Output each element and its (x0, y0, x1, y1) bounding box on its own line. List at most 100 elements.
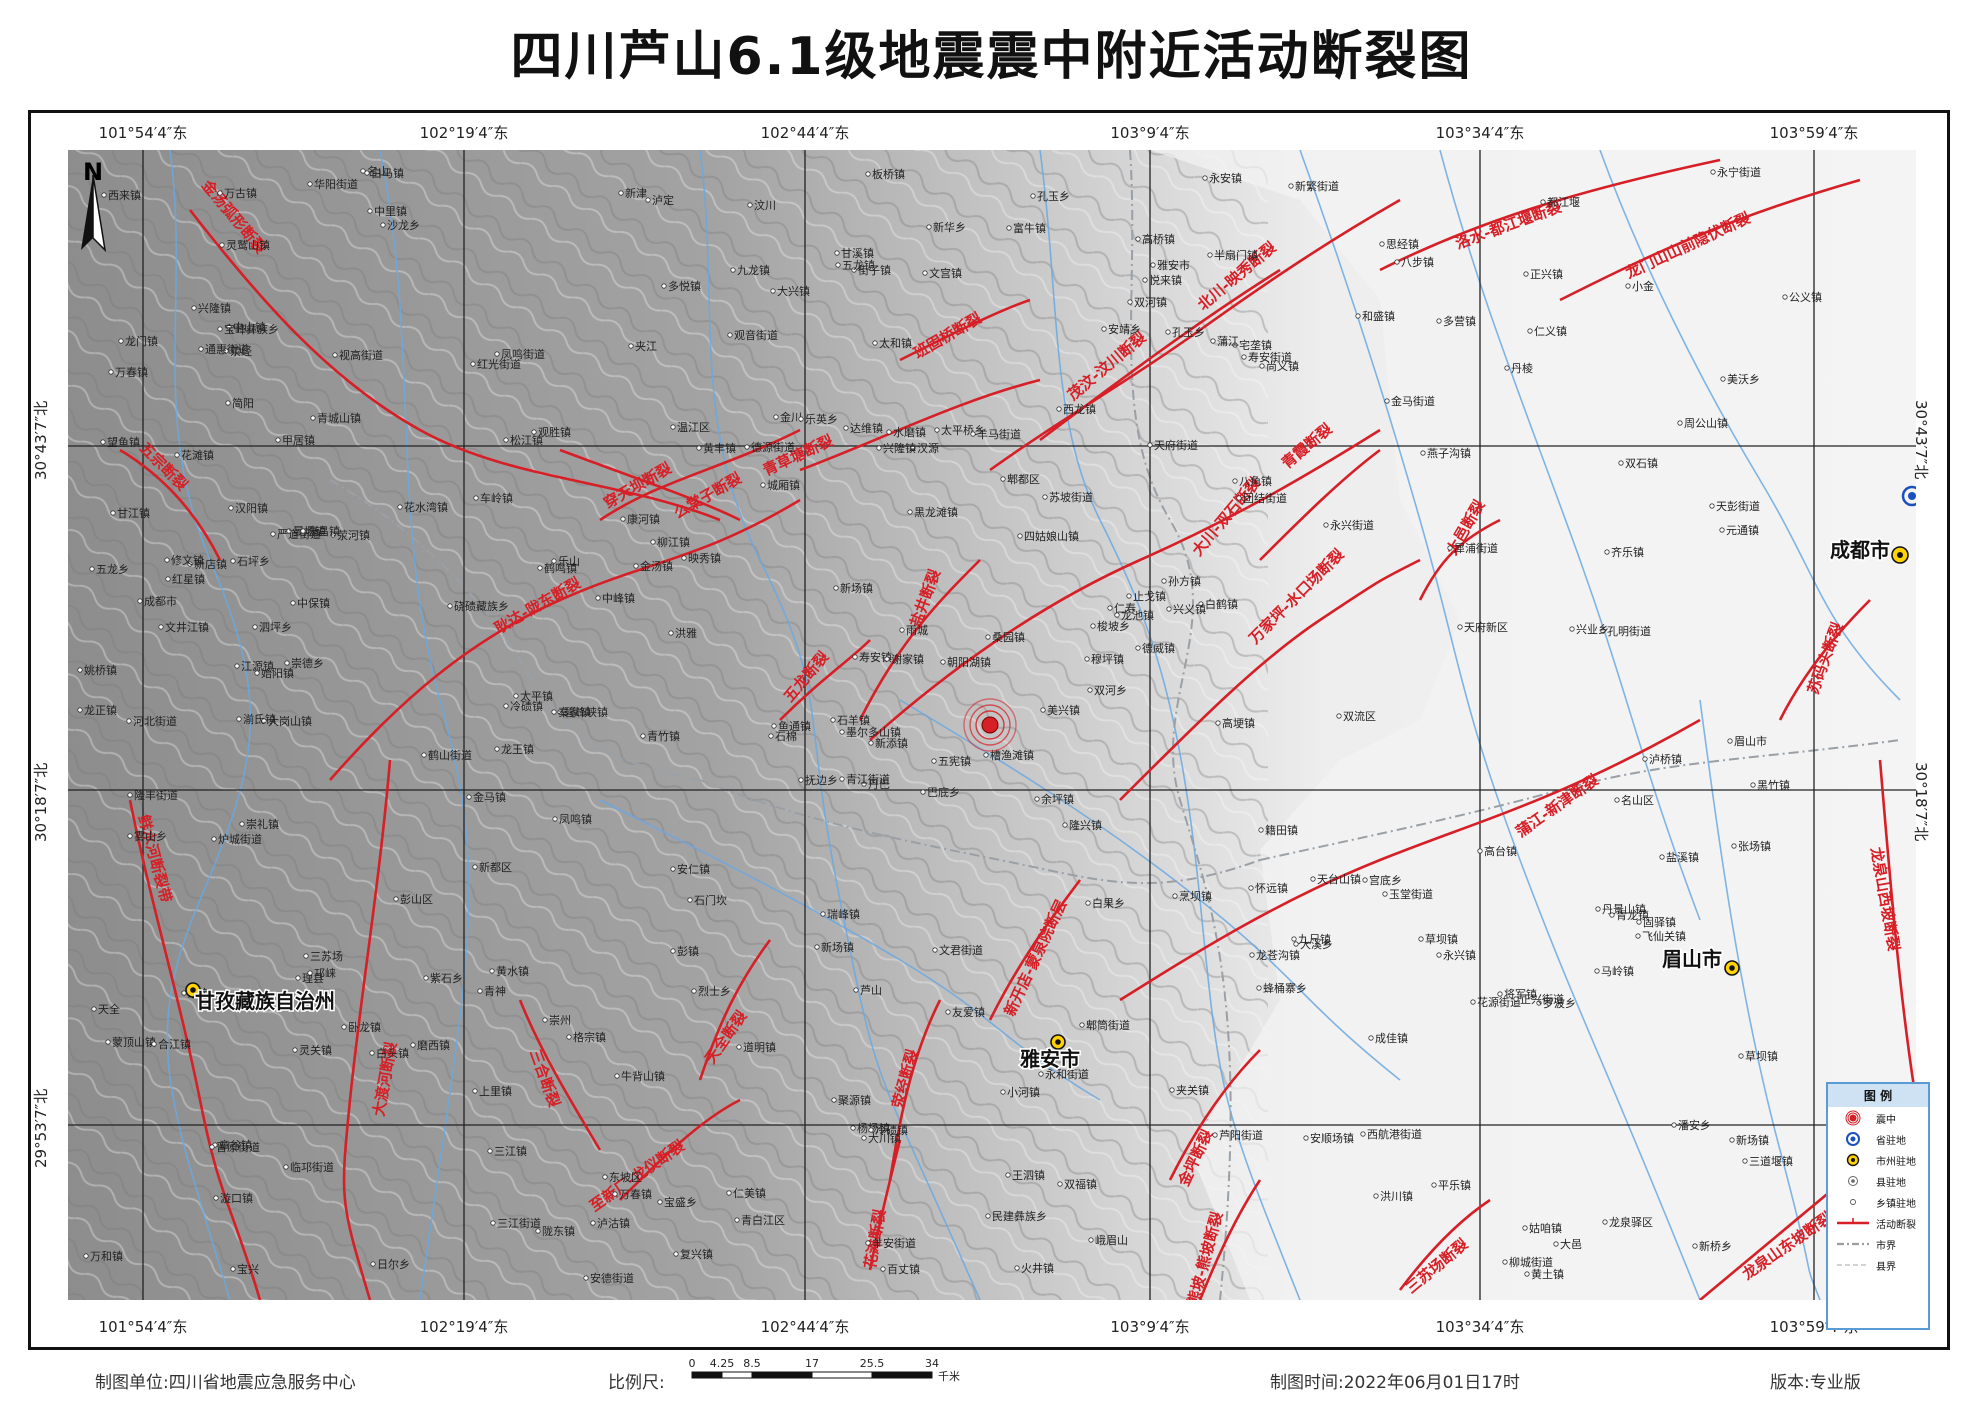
town-label: 甘溪镇 (841, 246, 874, 260)
city-boundary-icon (1837, 1242, 1869, 1246)
town-dot (1241, 354, 1247, 360)
town-dot (1382, 891, 1388, 897)
town-label: 抚边乡 (805, 773, 838, 787)
legend-label: 市界 (1876, 1241, 1896, 1252)
town-dot (137, 598, 143, 604)
town-label: 小金 (1632, 279, 1654, 293)
town-dot (1165, 329, 1171, 335)
provincial-capital-core (1908, 492, 1916, 500)
lon-label-bottom-2: 102°19′4″东 (419, 1318, 509, 1336)
town-label: 西龙镇 (1063, 402, 1096, 416)
town-label: 五龙乡 (96, 563, 129, 576)
fault-line (1559, 178, 1861, 302)
river-line (599, 799, 1101, 1101)
town-label: 双河乡 (1094, 684, 1127, 697)
town-label: 九龙镇 (737, 263, 770, 277)
town-label: 红星镇 (172, 572, 205, 586)
prefecture-icon (1846, 1153, 1860, 1167)
lon-label-top-4: 103°9′4″东 (1110, 124, 1190, 142)
town-dot (91, 1006, 97, 1012)
town-label: 孔玉乡 (1037, 190, 1070, 203)
town-dot (851, 267, 857, 273)
town-dot (234, 663, 240, 669)
town-dot (727, 332, 733, 338)
town-label: 永和街道 (1045, 1067, 1089, 1081)
town-dot (1373, 1193, 1379, 1199)
town-dot (1738, 1053, 1744, 1059)
town-label: 视高街道 (339, 348, 383, 362)
lat-label-right-1: 30°43′7″北 (1912, 400, 1930, 480)
town-label: 永安镇 (1209, 171, 1242, 185)
town-dot (931, 758, 937, 764)
lon-label-bottom-5: 103°34′4″东 (1435, 1318, 1525, 1336)
town-label: 文君街道 (939, 943, 983, 957)
town-label: 城厢镇 (767, 478, 800, 492)
town-label: 郫都区 (1007, 472, 1040, 486)
town-dot (814, 944, 820, 950)
town-label: 白果乡 (1092, 896, 1125, 910)
town-dot (275, 437, 281, 443)
town-label: 安德街道 (590, 1271, 634, 1285)
town-dot (1750, 782, 1756, 788)
town-dot (1600, 628, 1606, 634)
town-label: 鱼通镇 (778, 719, 811, 733)
town-dot (252, 624, 258, 630)
town-dot (1005, 1172, 1011, 1178)
town-dot (108, 369, 114, 375)
town-dot (219, 242, 225, 248)
town-dot (1232, 478, 1238, 484)
town-dot (1659, 854, 1665, 860)
town-dot (940, 659, 946, 665)
city-label: 甘孜藏族自治州 (195, 989, 335, 1013)
lat-label-right-2: 30°18′7″北 (1912, 762, 1930, 842)
provincial-capital-icon (1901, 485, 1916, 507)
town-dot (1249, 952, 1255, 958)
town-dot (393, 896, 399, 902)
town-dot (1379, 241, 1385, 247)
town-dot (760, 482, 766, 488)
town-label: 河北街道 (133, 714, 177, 728)
epicenter-icon[interactable] (981, 716, 999, 734)
town-dot (734, 1217, 740, 1223)
town-label: 盐溪镇 (1666, 850, 1699, 864)
town-dot (1107, 605, 1113, 611)
town-label: 通惠街道 (205, 342, 249, 356)
town-dot (105, 1039, 111, 1045)
town-label: 美兴镇 (1047, 703, 1080, 717)
town-dot (503, 437, 509, 443)
town-label: 唐昌镇 (307, 524, 340, 538)
town-dot (770, 288, 776, 294)
town-dot (970, 431, 976, 437)
town-label: 新场镇 (1736, 1133, 1769, 1147)
town-label: 龙正镇 (84, 703, 117, 717)
town-label: 达维镇 (850, 421, 883, 435)
town-label: 三苏场 (310, 949, 343, 963)
town-dot (1497, 991, 1503, 997)
town-label: 巴底乡 (927, 785, 960, 799)
town-label: 草坝镇 (1745, 1049, 1778, 1063)
town-dot (673, 1251, 679, 1257)
town-label: 映秀镇 (688, 551, 721, 565)
town-dot (1150, 262, 1156, 268)
town-label: 水磨镇 (893, 425, 926, 439)
town-label: 始阳镇 (261, 666, 294, 680)
town-dot (1513, 996, 1519, 1002)
town-dot (876, 445, 882, 451)
town-label: 黄水镇 (496, 964, 529, 978)
town-dot (612, 1191, 618, 1197)
city-label: 成都市 (1830, 538, 1890, 562)
town-dot (284, 660, 290, 666)
epicenter-marker[interactable] (963, 698, 1017, 752)
lon-label-bottom-3: 102°44′4″东 (760, 1318, 850, 1336)
town-dot (1161, 578, 1167, 584)
town-label: 八角镇 (1239, 474, 1272, 488)
town-label: 德威镇 (1142, 641, 1175, 655)
town-dot (503, 703, 509, 709)
town-label: 天彭街道 (1716, 499, 1760, 513)
scale-label: 比例尺: (608, 1373, 665, 1393)
town-dot (1436, 318, 1442, 324)
town-dot (494, 351, 500, 357)
town-dot (490, 1220, 496, 1226)
